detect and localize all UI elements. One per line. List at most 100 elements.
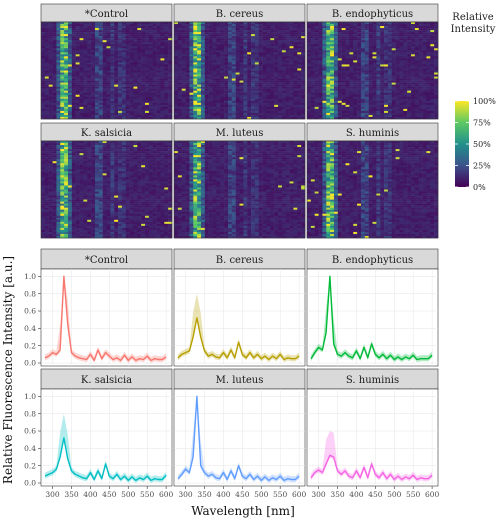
heatmap-cell bbox=[270, 40, 275, 43]
heatmap-cell bbox=[197, 50, 202, 53]
heatmap-cell bbox=[137, 36, 142, 39]
heatmap-cell bbox=[164, 100, 169, 104]
heatmap-cell bbox=[129, 42, 134, 45]
heatmap-cell bbox=[133, 54, 138, 57]
heatmap-cell bbox=[185, 96, 190, 100]
heatmap-cell bbox=[56, 26, 61, 29]
heatmap-cell bbox=[129, 112, 134, 116]
heatmap-cell bbox=[341, 110, 346, 114]
heatmap-cell bbox=[368, 54, 373, 57]
heatmap-cell bbox=[83, 88, 88, 91]
heatmap-cell bbox=[129, 70, 134, 73]
heatmap-cell bbox=[322, 32, 327, 35]
heatmap-cell bbox=[114, 112, 119, 116]
heatmap-cell bbox=[418, 50, 423, 53]
heatmap-cell bbox=[185, 104, 190, 108]
heatmap-cell bbox=[181, 80, 186, 83]
heatmap-cell bbox=[106, 64, 111, 67]
heatmap-cell bbox=[314, 70, 319, 73]
heatmap-cell bbox=[289, 52, 294, 55]
heatmap-cell bbox=[395, 32, 400, 35]
heatmap-cell bbox=[314, 84, 319, 87]
heatmap-cell bbox=[391, 40, 396, 43]
heatmap-cell bbox=[318, 94, 323, 98]
heatmap-cell bbox=[368, 72, 373, 75]
heatmap-cell bbox=[156, 38, 161, 41]
heatmap-cell bbox=[156, 100, 161, 104]
heatmap-cell bbox=[380, 58, 385, 61]
heatmap-cell bbox=[247, 34, 252, 37]
heatmap-cell bbox=[376, 48, 381, 51]
heatmap-cell bbox=[231, 52, 236, 55]
heatmap-cell bbox=[368, 46, 373, 49]
heatmap-cell bbox=[278, 74, 283, 77]
heatmap-cell bbox=[110, 58, 115, 61]
heatmap-cell bbox=[118, 80, 123, 83]
heatmap-cell bbox=[391, 98, 396, 102]
heatmap-cell bbox=[411, 116, 416, 120]
heatmap-cell bbox=[281, 60, 286, 63]
heatmap-cell bbox=[71, 26, 76, 29]
heatmap-cell bbox=[60, 32, 65, 35]
heatmap-cell bbox=[71, 106, 76, 110]
heatmap-cell bbox=[258, 106, 263, 110]
heatmap-cell bbox=[87, 28, 92, 31]
heatmap-cell bbox=[384, 78, 389, 81]
heatmap-cell bbox=[220, 94, 225, 98]
heatmap-cell bbox=[360, 84, 366, 87]
heatmap-cell bbox=[380, 102, 385, 106]
heatmap-cell bbox=[235, 66, 240, 69]
heatmap-cell bbox=[391, 42, 396, 45]
heatmap-cell bbox=[189, 46, 194, 49]
heatmap-cell bbox=[141, 86, 146, 89]
heatmap-cell bbox=[102, 80, 107, 83]
heatmap-cell bbox=[285, 52, 290, 55]
heatmap-cell bbox=[307, 34, 312, 37]
heatmap-cell bbox=[418, 40, 423, 43]
heatmap-cell bbox=[129, 68, 134, 71]
heatmap-cell bbox=[48, 74, 53, 77]
heatmap-cell bbox=[75, 114, 80, 118]
heatmap-cell bbox=[129, 66, 134, 69]
heatmap-cell bbox=[341, 34, 346, 37]
heatmap-cell bbox=[44, 30, 49, 33]
heatmap-cell bbox=[353, 112, 358, 116]
heatmap-cell bbox=[224, 64, 229, 67]
heatmap-cell bbox=[121, 94, 127, 98]
heatmap-cell bbox=[64, 46, 69, 49]
heatmap-cell bbox=[133, 84, 138, 87]
heatmap-cell bbox=[243, 90, 248, 93]
heatmap-cell bbox=[337, 116, 342, 120]
heatmap-cell bbox=[189, 70, 194, 73]
heatmap-cell bbox=[297, 58, 302, 61]
heatmap-cell bbox=[137, 58, 142, 61]
heatmap-cell bbox=[345, 108, 350, 112]
heatmap-cell bbox=[174, 62, 179, 65]
heatmap-cell bbox=[357, 40, 362, 43]
heatmap-cell bbox=[314, 96, 319, 100]
heatmap-cell bbox=[368, 36, 373, 39]
heatmap-cell bbox=[326, 114, 331, 118]
heatmap-cell bbox=[285, 58, 290, 61]
heatmap-cell bbox=[285, 112, 290, 116]
heatmap-cell bbox=[262, 24, 267, 27]
heatmap-cell bbox=[293, 64, 298, 67]
heatmap-cell bbox=[174, 104, 179, 108]
heatmap-cell bbox=[380, 112, 385, 116]
heatmap-cell bbox=[239, 26, 244, 29]
heatmap-cell bbox=[41, 88, 46, 91]
heatmap-cell bbox=[330, 88, 335, 91]
heatmap-cell bbox=[326, 46, 331, 49]
heatmap-cell bbox=[426, 76, 431, 79]
heatmap-cell bbox=[71, 58, 76, 61]
heatmap-cell bbox=[71, 110, 76, 114]
heatmap-cell bbox=[224, 102, 229, 106]
heatmap-cell bbox=[274, 30, 279, 33]
heatmap-cell bbox=[349, 98, 354, 102]
heatmap-cell bbox=[326, 100, 331, 104]
heatmap-cell bbox=[44, 106, 49, 110]
heatmap-cell bbox=[71, 76, 76, 79]
heatmap-cell bbox=[310, 62, 315, 65]
heatmap-cell bbox=[56, 30, 61, 33]
heatmap-cell bbox=[330, 52, 335, 55]
